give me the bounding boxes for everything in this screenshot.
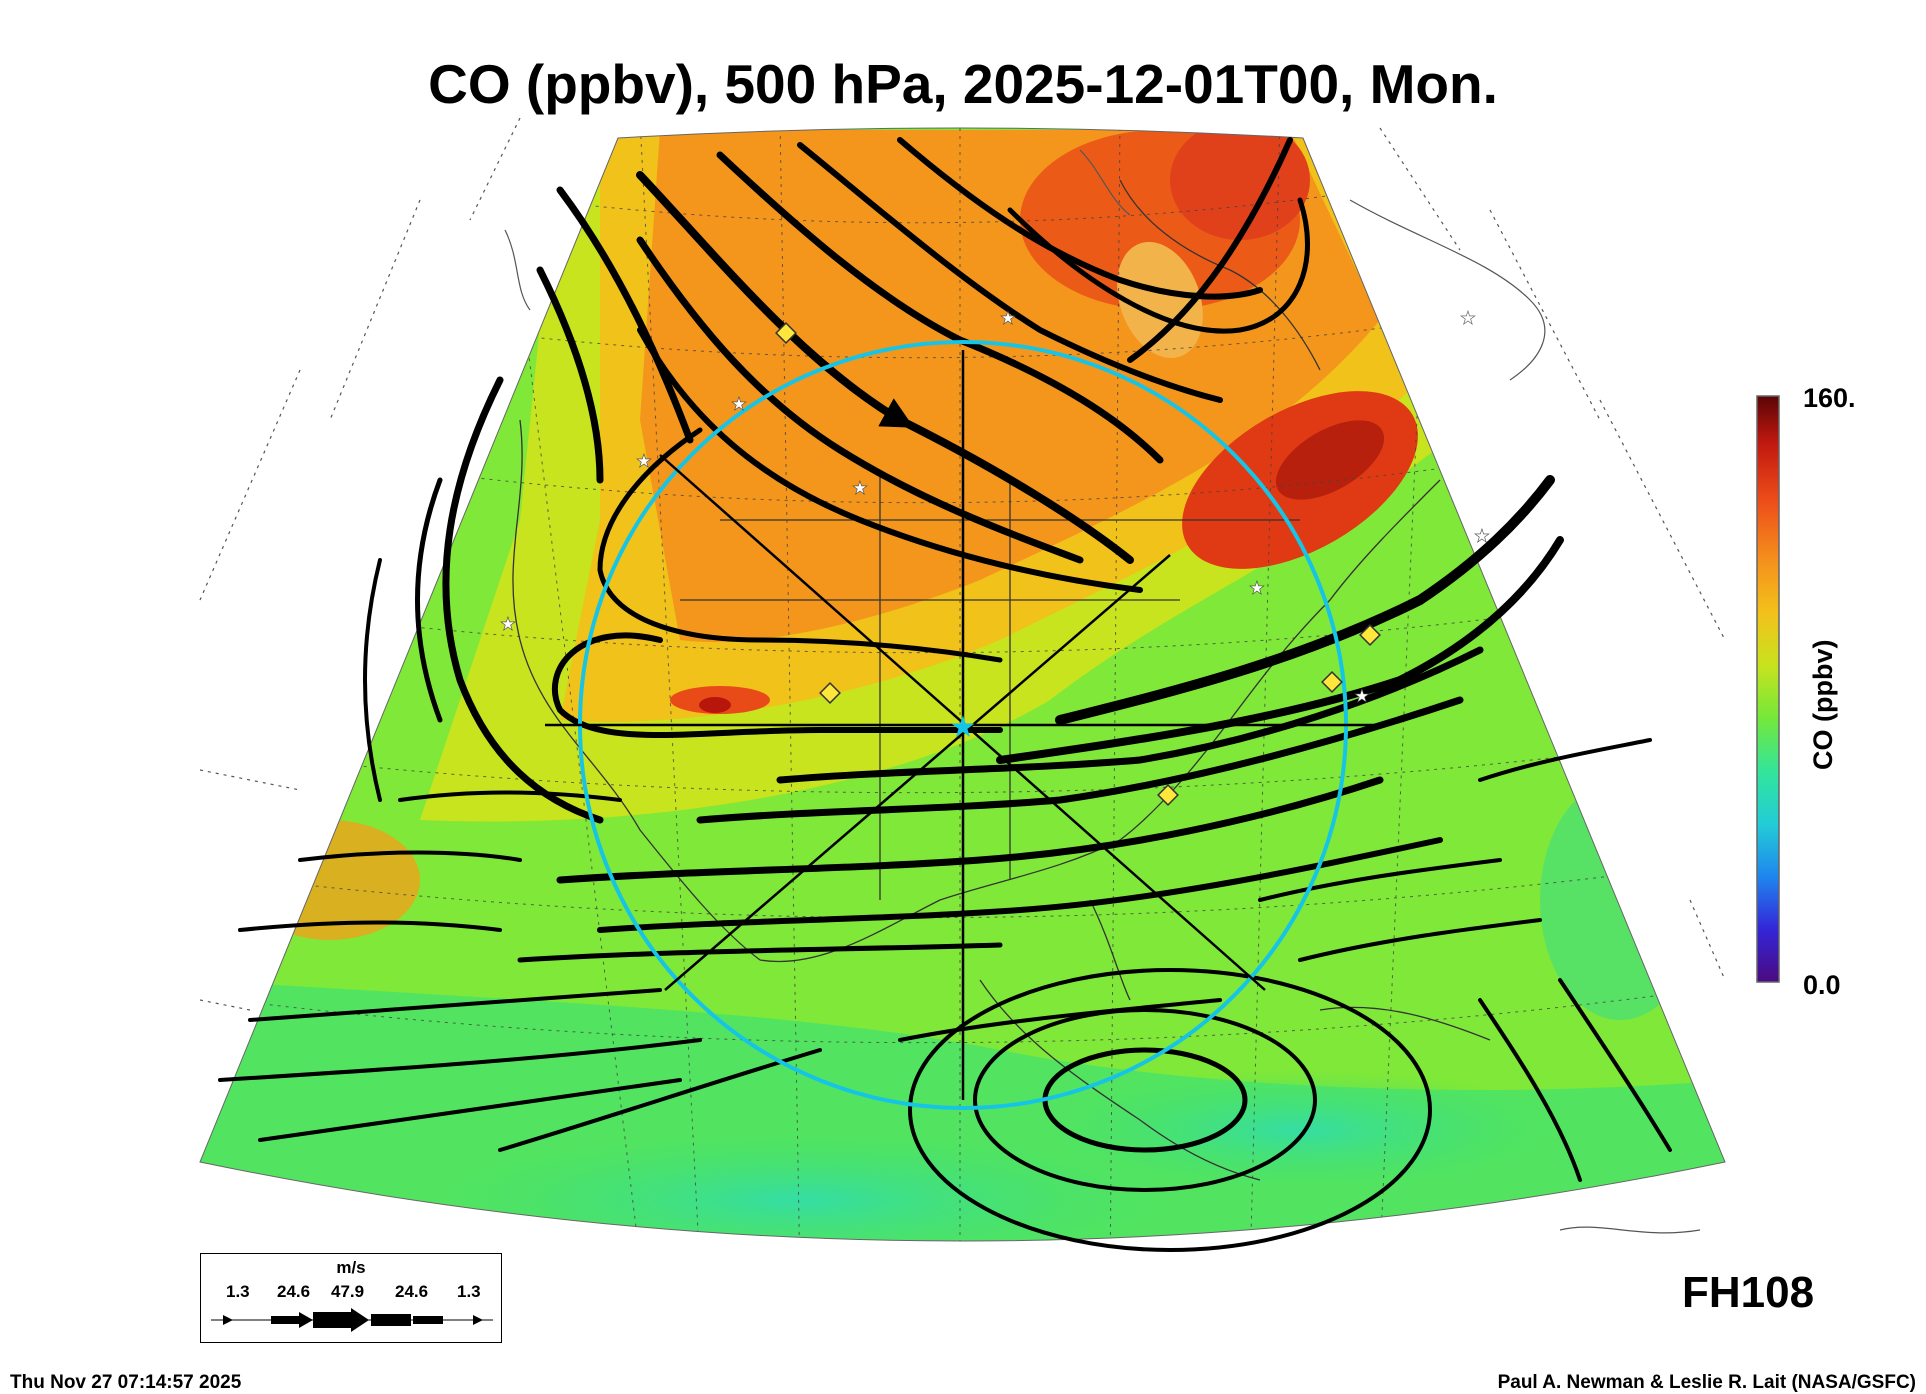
svg-text:★: ★ [1000,308,1016,328]
graticule-outer [199,117,1726,1011]
center-star-icon: ★ [950,711,977,744]
map-title: CO (ppbv), 500 hPa, 2025-12-01T00, Mon. [428,53,1498,115]
outer-coastlines [504,149,1701,1234]
wind-legend-value: 1.3 [226,1282,250,1301]
svg-text:★: ★ [1249,578,1265,598]
wind-legend-value: 24.6 [277,1282,311,1301]
svg-text:★: ★ [636,451,652,471]
footer-credit: Paul A. Newman & Leslie R. Lait (NASA/GS… [1497,1372,1916,1393]
wind-legend-value: 47.9 [331,1282,365,1301]
colorbar-max-label: 160. [1803,383,1856,413]
station-markers: ★ ★ ★ ★ ★ ★ ★ ★ ★ [500,308,1491,707]
colorbar-min-label: 0.0 [1803,970,1841,1000]
svg-text:★: ★ [1474,526,1490,546]
wind-legend-value: 24.6 [395,1282,429,1301]
svg-text:★: ★ [852,478,868,498]
footer-timestamp: Thu Nov 27 07:14:57 2025 [10,1372,242,1393]
svg-text:★: ★ [731,394,747,414]
svg-text:★: ★ [1354,686,1370,706]
colorbar [1756,395,1780,983]
forecast-hour: FH108 [1682,1268,1815,1317]
range-overlay [545,340,1385,1110]
site-diamonds [775,322,1381,806]
wind-legend-value: 1.3 [457,1282,481,1301]
wind-legend-arrows [211,1308,493,1332]
svg-text:★: ★ [500,614,516,634]
colorbar-title: CO (ppbv) [1808,639,1838,770]
wind-legend-unit: m/s [336,1258,366,1277]
map-border [199,127,1726,1242]
svg-text:★: ★ [1460,308,1476,328]
wind-legend: m/s 1.3 24.6 47.9 24.6 1.3 [200,1253,502,1343]
wind-streamlines [218,137,1672,1252]
